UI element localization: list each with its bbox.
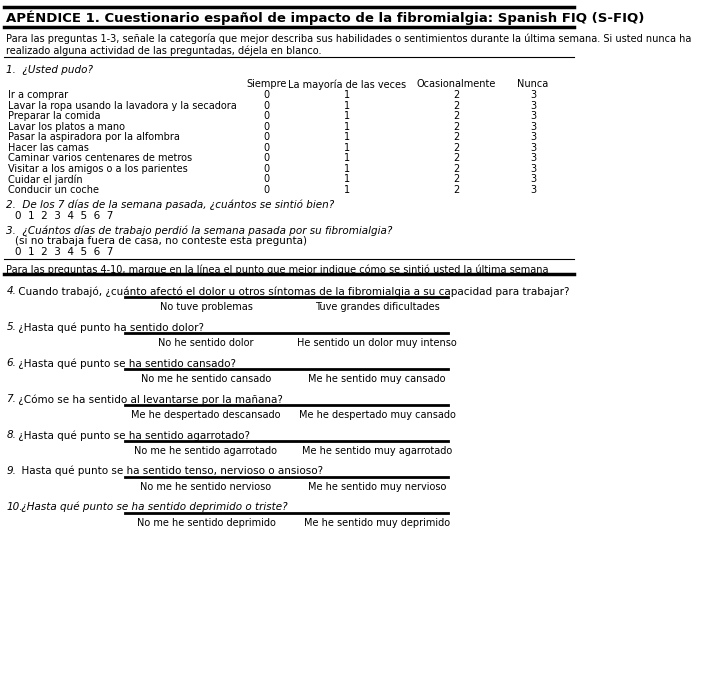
Text: 2: 2: [453, 100, 460, 111]
Text: 6.: 6.: [6, 358, 16, 368]
Text: 3: 3: [530, 142, 536, 153]
Text: 0: 0: [264, 174, 270, 184]
Text: 2: 2: [453, 185, 460, 194]
Text: 1: 1: [345, 111, 350, 121]
Text: 9.: 9.: [6, 466, 16, 476]
Text: 10.: 10.: [6, 502, 23, 512]
Text: 2: 2: [453, 153, 460, 163]
Text: Me he despertado descansado: Me he despertado descansado: [132, 410, 281, 420]
Text: 3: 3: [530, 153, 536, 163]
Text: 0: 0: [264, 90, 270, 100]
Text: 1.  ¿Usted pudo?: 1. ¿Usted pudo?: [6, 65, 94, 75]
Text: 3: 3: [530, 121, 536, 132]
Text: 0: 0: [264, 185, 270, 194]
Text: Caminar varios centenares de metros: Caminar varios centenares de metros: [8, 153, 192, 163]
Text: ¿Cómo se ha sentido al levantarse por la mañana?: ¿Cómo se ha sentido al levantarse por la…: [14, 394, 282, 404]
Text: Me he despertado muy cansado: Me he despertado muy cansado: [299, 410, 455, 420]
Text: 3: 3: [530, 174, 536, 184]
Text: 1: 1: [345, 153, 350, 163]
Text: 1: 1: [345, 174, 350, 184]
Text: 1: 1: [345, 121, 350, 132]
Text: 2: 2: [453, 164, 460, 174]
Text: 0: 0: [264, 100, 270, 111]
Text: Cuando trabajó, ¿cuánto afectó el dolor u otros síntomas de la fibromialgia a su: Cuando trabajó, ¿cuánto afectó el dolor …: [14, 286, 569, 296]
Text: Tuve grandes dificultades: Tuve grandes dificultades: [315, 302, 440, 312]
Text: Hasta qué punto se ha sentido tenso, nervioso o ansioso?: Hasta qué punto se ha sentido tenso, ner…: [14, 466, 322, 477]
Text: 0  1  2  3  4  5  6  7: 0 1 2 3 4 5 6 7: [14, 247, 113, 257]
Text: No me he sentido deprimido: No me he sentido deprimido: [137, 518, 275, 528]
Text: Pasar la aspiradora por la alfombra: Pasar la aspiradora por la alfombra: [8, 132, 180, 142]
Text: Me he sentido muy nervioso: Me he sentido muy nervioso: [308, 482, 446, 492]
Text: (si no trabaja fuera de casa, no conteste esta pregunta): (si no trabaja fuera de casa, no contest…: [14, 236, 307, 246]
Text: Me he sentido muy agarrotado: Me he sentido muy agarrotado: [302, 446, 453, 456]
Text: Siempre: Siempre: [247, 79, 287, 89]
Text: Ir a comprar: Ir a comprar: [8, 90, 68, 100]
Text: 0: 0: [264, 132, 270, 142]
Text: Nunca: Nunca: [518, 79, 548, 89]
Text: No me he sentido nervioso: No me he sentido nervioso: [140, 482, 272, 492]
Text: Lavar los platos a mano: Lavar los platos a mano: [8, 121, 125, 132]
Text: 1: 1: [345, 100, 350, 111]
Text: 2: 2: [453, 90, 460, 100]
Text: No he sentido dolor: No he sentido dolor: [158, 338, 254, 348]
Text: 1: 1: [345, 142, 350, 153]
Text: Me he sentido muy deprimido: Me he sentido muy deprimido: [304, 518, 450, 528]
Text: Ocasionalmente: Ocasionalmente: [417, 79, 496, 89]
Text: 1: 1: [345, 90, 350, 100]
Text: Conducir un coche: Conducir un coche: [8, 185, 99, 194]
Text: 2: 2: [453, 142, 460, 153]
Text: No tuve problemas: No tuve problemas: [159, 302, 252, 312]
Text: ¿Hasta qué punto ha sentido dolor?: ¿Hasta qué punto ha sentido dolor?: [14, 322, 204, 332]
Text: 3.  ¿Cuántos días de trabajo perdió la semana pasada por su fibromialgia?: 3. ¿Cuántos días de trabajo perdió la se…: [6, 225, 393, 236]
Text: 2: 2: [453, 121, 460, 132]
Text: 1: 1: [345, 185, 350, 194]
Text: 2: 2: [453, 174, 460, 184]
Text: 3: 3: [530, 132, 536, 142]
Text: ¿Hasta qué punto se ha sentido deprimido o triste?: ¿Hasta qué punto se ha sentido deprimido…: [18, 502, 287, 512]
Text: 0: 0: [264, 153, 270, 163]
Text: 2: 2: [453, 132, 460, 142]
Text: 0: 0: [264, 121, 270, 132]
Text: Me he sentido muy cansado: Me he sentido muy cansado: [308, 374, 446, 384]
Text: 2: 2: [453, 111, 460, 121]
Text: He sentido un dolor muy intenso: He sentido un dolor muy intenso: [297, 338, 457, 348]
Text: 7.: 7.: [6, 394, 16, 404]
Text: 0: 0: [264, 142, 270, 153]
Text: 8.: 8.: [6, 430, 16, 440]
Text: 3: 3: [530, 185, 536, 194]
Text: No me he sentido agarrotado: No me he sentido agarrotado: [134, 446, 277, 456]
Text: 0: 0: [264, 111, 270, 121]
Text: Para las preguntas 4-10, marque en la línea el punto que mejor indique cómo se s: Para las preguntas 4-10, marque en la lí…: [6, 264, 549, 275]
Text: 3: 3: [530, 111, 536, 121]
Text: 0  1  2  3  4  5  6  7: 0 1 2 3 4 5 6 7: [14, 211, 113, 221]
Text: 0: 0: [264, 164, 270, 174]
Text: 5.: 5.: [6, 322, 16, 332]
Text: 2.  De los 7 días de la semana pasada, ¿cuántos se sintió bien?: 2. De los 7 días de la semana pasada, ¿c…: [6, 199, 335, 210]
Text: Visitar a los amigos o a los parientes: Visitar a los amigos o a los parientes: [8, 164, 188, 174]
Text: APÉNDICE 1. Cuestionario español de impacto de la fibromialgia: Spanish FIQ (S-F: APÉNDICE 1. Cuestionario español de impa…: [6, 10, 645, 24]
Text: ¿Hasta qué punto se ha sentido agarrotado?: ¿Hasta qué punto se ha sentido agarrotad…: [14, 430, 250, 441]
Text: 3: 3: [530, 100, 536, 111]
Text: Hacer las camas: Hacer las camas: [8, 142, 89, 153]
Text: No me he sentido cansado: No me he sentido cansado: [141, 374, 271, 384]
Text: 1: 1: [345, 132, 350, 142]
Text: La mayoría de las veces: La mayoría de las veces: [288, 79, 406, 89]
Text: 3: 3: [530, 90, 536, 100]
Text: Para las preguntas 1-3, señale la categoría que mejor describa sus habilidades o: Para las preguntas 1-3, señale la catego…: [6, 33, 692, 56]
Text: Preparar la comida: Preparar la comida: [8, 111, 101, 121]
Text: 1: 1: [345, 164, 350, 174]
Text: 4.: 4.: [6, 286, 16, 296]
Text: ¿Hasta qué punto se ha sentido cansado?: ¿Hasta qué punto se ha sentido cansado?: [14, 358, 235, 369]
Text: Lavar la ropa usando la lavadora y la secadora: Lavar la ropa usando la lavadora y la se…: [8, 100, 237, 111]
Text: 3: 3: [530, 164, 536, 174]
Text: Cuidar el jardín: Cuidar el jardín: [8, 174, 83, 185]
